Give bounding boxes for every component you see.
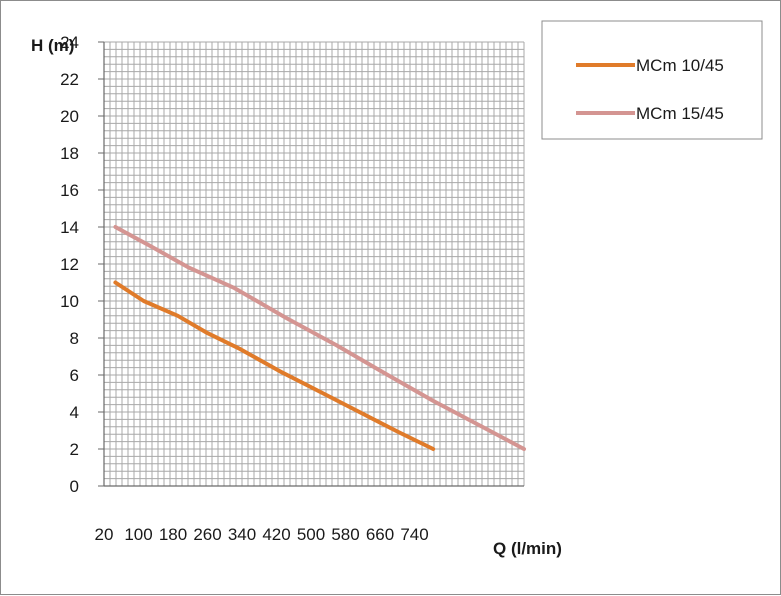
- x-tick-label: 20: [95, 525, 114, 544]
- legend-box: [541, 20, 763, 140]
- y-tick-label: 4: [70, 403, 79, 422]
- legend-label-mcm-10-45: MCm 10/45: [636, 56, 724, 75]
- x-axis-title: Q (l/min): [493, 539, 562, 558]
- y-tick-label: 14: [60, 218, 79, 237]
- y-tick-label: 2: [70, 440, 79, 459]
- x-tick-label: 580: [331, 525, 359, 544]
- y-tick-label: 20: [60, 107, 79, 126]
- y-tick-label: 16: [60, 181, 79, 200]
- x-tick-label: 260: [193, 525, 221, 544]
- y-tick-label: 12: [60, 255, 79, 274]
- series-line-mcm-10-45: [113, 280, 436, 451]
- y-tick-label: 8: [70, 329, 79, 348]
- grid: [103, 41, 525, 487]
- x-tick-label: 660: [366, 525, 394, 544]
- y-tick-label: 10: [60, 292, 79, 311]
- legend: MCm 10/45 MCm 15/45: [541, 20, 763, 140]
- x-tick-label: 740: [400, 525, 428, 544]
- y-tick-label: 18: [60, 144, 79, 163]
- x-tick-label: 180: [159, 525, 187, 544]
- y-tick-label: 24: [60, 33, 79, 52]
- y-tick-label: 22: [60, 70, 79, 89]
- x-tick-label: 340: [228, 525, 256, 544]
- series-lines: [113, 225, 526, 451]
- y-tick-label: 6: [70, 366, 79, 385]
- y-tick-label: 0: [70, 477, 79, 496]
- x-tick-label: 420: [262, 525, 290, 544]
- x-tick-label: 100: [124, 525, 152, 544]
- series-line-mcm-15-45: [113, 225, 526, 451]
- legend-label-mcm-15-45: MCm 15/45: [636, 104, 724, 123]
- y-axis-title: H (m): [31, 36, 74, 55]
- x-tick-labels: 20 100 180 260 340 420 500 580 660 740: [95, 525, 429, 544]
- x-tick-label: 500: [297, 525, 325, 544]
